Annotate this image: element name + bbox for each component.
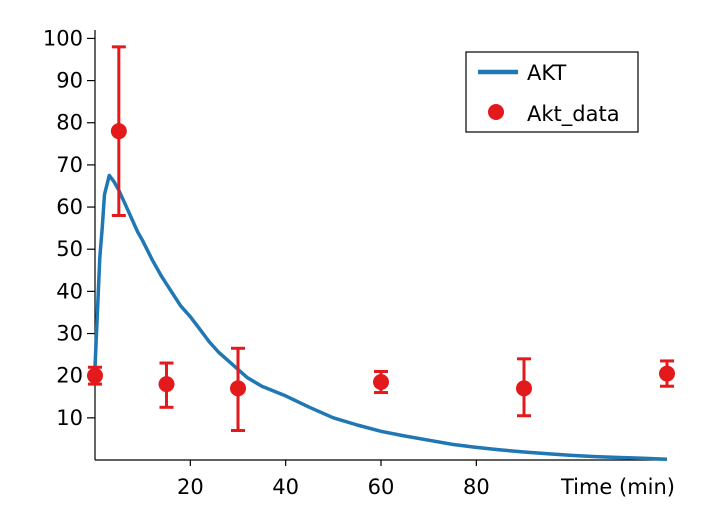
y-tick-label: 60	[56, 195, 83, 219]
data-marker	[659, 365, 675, 382]
y-tick-label: 70	[56, 153, 83, 177]
akt-data-point	[110, 45, 127, 217]
series-layer	[87, 45, 675, 461]
data-marker	[373, 374, 389, 391]
akt-data-point	[87, 365, 103, 386]
y-tick-label: 80	[56, 111, 83, 135]
y-tick-label: 50	[56, 237, 83, 261]
legend: AKT Akt_data	[465, 51, 639, 133]
data-marker	[158, 376, 175, 393]
data-marker	[110, 123, 127, 140]
akt-series-line	[93, 173, 668, 461]
x-tick-label: 40	[272, 475, 299, 499]
y-tick-label: 30	[56, 322, 83, 346]
y-tick-label: 20	[56, 364, 83, 388]
y-tick-label: 90	[56, 69, 83, 93]
x-tick-label: 20	[177, 475, 204, 499]
x-ticks: 20 40 60 80	[177, 460, 490, 499]
y-tick-label: 40	[56, 279, 83, 303]
data-marker	[230, 380, 246, 397]
akt-data-point	[373, 369, 389, 395]
y-tick-label: 10	[56, 406, 83, 430]
x-axis-label: Time (min)	[560, 475, 675, 499]
akt-data-point	[659, 359, 675, 388]
akt-data-point	[230, 346, 246, 432]
x-tick-label: 60	[368, 475, 395, 499]
data-marker	[87, 367, 103, 384]
y-ticks: 10 20 30 40 50 60 70 80 90 100	[43, 26, 95, 430]
legend-akt-data-label: Akt_data	[527, 102, 620, 127]
y-tick-label: 100	[43, 26, 83, 50]
akt-data-point	[158, 361, 175, 409]
x-tick-label: 80	[463, 475, 490, 499]
akt-data-point	[516, 357, 532, 418]
legend-akt-data-marker	[488, 104, 504, 120]
data-marker	[516, 380, 532, 397]
legend-akt-label: AKT	[527, 61, 567, 85]
